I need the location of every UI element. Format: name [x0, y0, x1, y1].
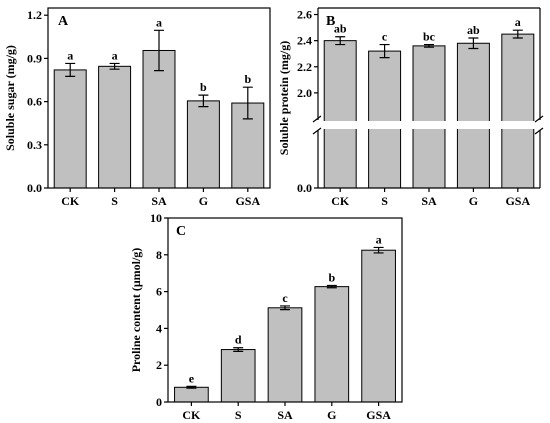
y-tick-label: 0.6	[27, 95, 42, 109]
chart-panel-b: ab CK c Sbc SA ab Ga GSA 0.0 2.0 2.2 2.4 2.6 Soluble …	[277, 7, 544, 208]
x-tick-label-s: S	[381, 194, 388, 208]
significance-label-gsa: a	[376, 232, 382, 246]
bar-gsa	[361, 249, 396, 403]
y-tick-label: 10	[150, 211, 162, 225]
significance-label-g: b	[200, 80, 207, 94]
significance-label-ck: a	[67, 48, 73, 62]
y-tick-label: 2	[156, 358, 162, 372]
error-bar-gsa	[373, 246, 384, 254]
y-tick-label: 2.2	[297, 60, 312, 74]
y-tick-label: 0.3	[27, 138, 42, 152]
axis-break-mark-left	[312, 115, 322, 135]
x-tick-label-sa: SA	[421, 194, 437, 208]
x-tick-label-ck: CK	[182, 408, 201, 422]
panel-label: C	[176, 224, 186, 239]
error-bar-sa	[154, 29, 164, 72]
significance-label-gsa: a	[515, 15, 521, 29]
error-bar-sa	[280, 305, 290, 311]
x-tick-label-s: S	[111, 194, 118, 208]
x-tick-label-sa: SA	[277, 408, 293, 422]
error-bar-s	[233, 347, 244, 352]
y-tick-label: 2.4	[297, 34, 312, 48]
plot-frame	[47, 7, 271, 189]
x-tick-label-gsa: GSA	[235, 194, 260, 208]
bar-g	[186, 100, 220, 189]
significance-label-s: a	[112, 48, 118, 62]
x-tick-label-gsa: GSA	[505, 194, 530, 208]
x-tick-label-g: G	[327, 408, 336, 422]
y-axis-label: Proline content (μmol/g)	[129, 248, 143, 373]
y-tick-label: 0.0	[27, 181, 42, 195]
bar-sa	[267, 307, 303, 403]
x-tick-label-g: G	[199, 194, 208, 208]
error-bar-gsa	[512, 29, 523, 39]
error-bar-gsa	[242, 86, 253, 120]
bar-g	[314, 286, 350, 403]
bar-ck	[323, 40, 357, 189]
chart-panel-a: a CK a Sa SA b Gb GSA 0.0 0.3 0.6 0.9 1.2 Soluble sug…	[3, 7, 271, 208]
y-tick-label: 2.6	[297, 8, 312, 22]
panel-label: B	[326, 14, 335, 29]
error-bar-g	[198, 94, 209, 108]
axis-break-mark-right	[534, 115, 544, 135]
y-tick-label: 6	[156, 285, 162, 299]
x-tick-label-s: S	[235, 408, 242, 422]
error-bar-sa	[424, 43, 434, 48]
y-tick-label: 0	[156, 395, 162, 409]
significance-label-ck: ab	[334, 22, 347, 36]
error-bar-g	[326, 284, 337, 289]
significance-label-g: b	[328, 271, 335, 285]
error-bar-ck	[186, 385, 197, 389]
bar-sa	[142, 49, 176, 189]
y-axis-label: Soluble protein (mg/g)	[277, 41, 291, 155]
significance-label-ck: e	[189, 371, 195, 385]
significance-label-gsa: b	[244, 72, 251, 86]
bar-ck	[174, 386, 209, 403]
axis-break-band	[319, 121, 539, 129]
x-tick-label-gsa: GSA	[366, 408, 391, 422]
significance-label-s: c	[382, 30, 388, 44]
error-bar-s	[379, 43, 390, 59]
error-bar-ck	[65, 62, 76, 77]
bar-gsa	[501, 33, 535, 189]
error-bar-ck	[335, 36, 346, 46]
bar-ck	[53, 69, 87, 189]
significance-label-sa: c	[282, 291, 288, 305]
x-tick-label-sa: SA	[151, 194, 167, 208]
y-axis-label: Soluble sugar (mg/g)	[3, 45, 17, 151]
bar-sa	[412, 45, 446, 189]
bar-g	[456, 42, 490, 189]
plot-frame	[167, 217, 403, 403]
significance-label-s: d	[235, 333, 242, 347]
significance-label-sa: bc	[423, 30, 436, 44]
error-bar-s	[109, 62, 120, 70]
error-bar-g	[468, 37, 479, 50]
y-tick-label: 0.9	[27, 51, 42, 65]
bar-s	[98, 65, 132, 189]
x-tick-label-ck: CK	[61, 194, 80, 208]
y-tick-label: 8	[156, 248, 162, 262]
significance-label-sa: a	[156, 15, 162, 29]
y-tick-label: 1.2	[27, 8, 42, 22]
chart-panel-c: e CK d Sc SA b Ga GSA 0 2 4 6 8 10 Proline content (μm…	[129, 211, 403, 422]
y-tick-label: 0.0	[297, 181, 312, 195]
y-tick-label: 2.0	[297, 86, 312, 100]
bar-s	[368, 50, 402, 189]
bar-s	[220, 349, 256, 403]
significance-label-g: ab	[467, 23, 480, 37]
panel-label: A	[58, 14, 69, 29]
x-tick-label-g: G	[469, 194, 478, 208]
x-tick-label-ck: CK	[331, 194, 350, 208]
y-tick-label: 4	[156, 321, 162, 335]
